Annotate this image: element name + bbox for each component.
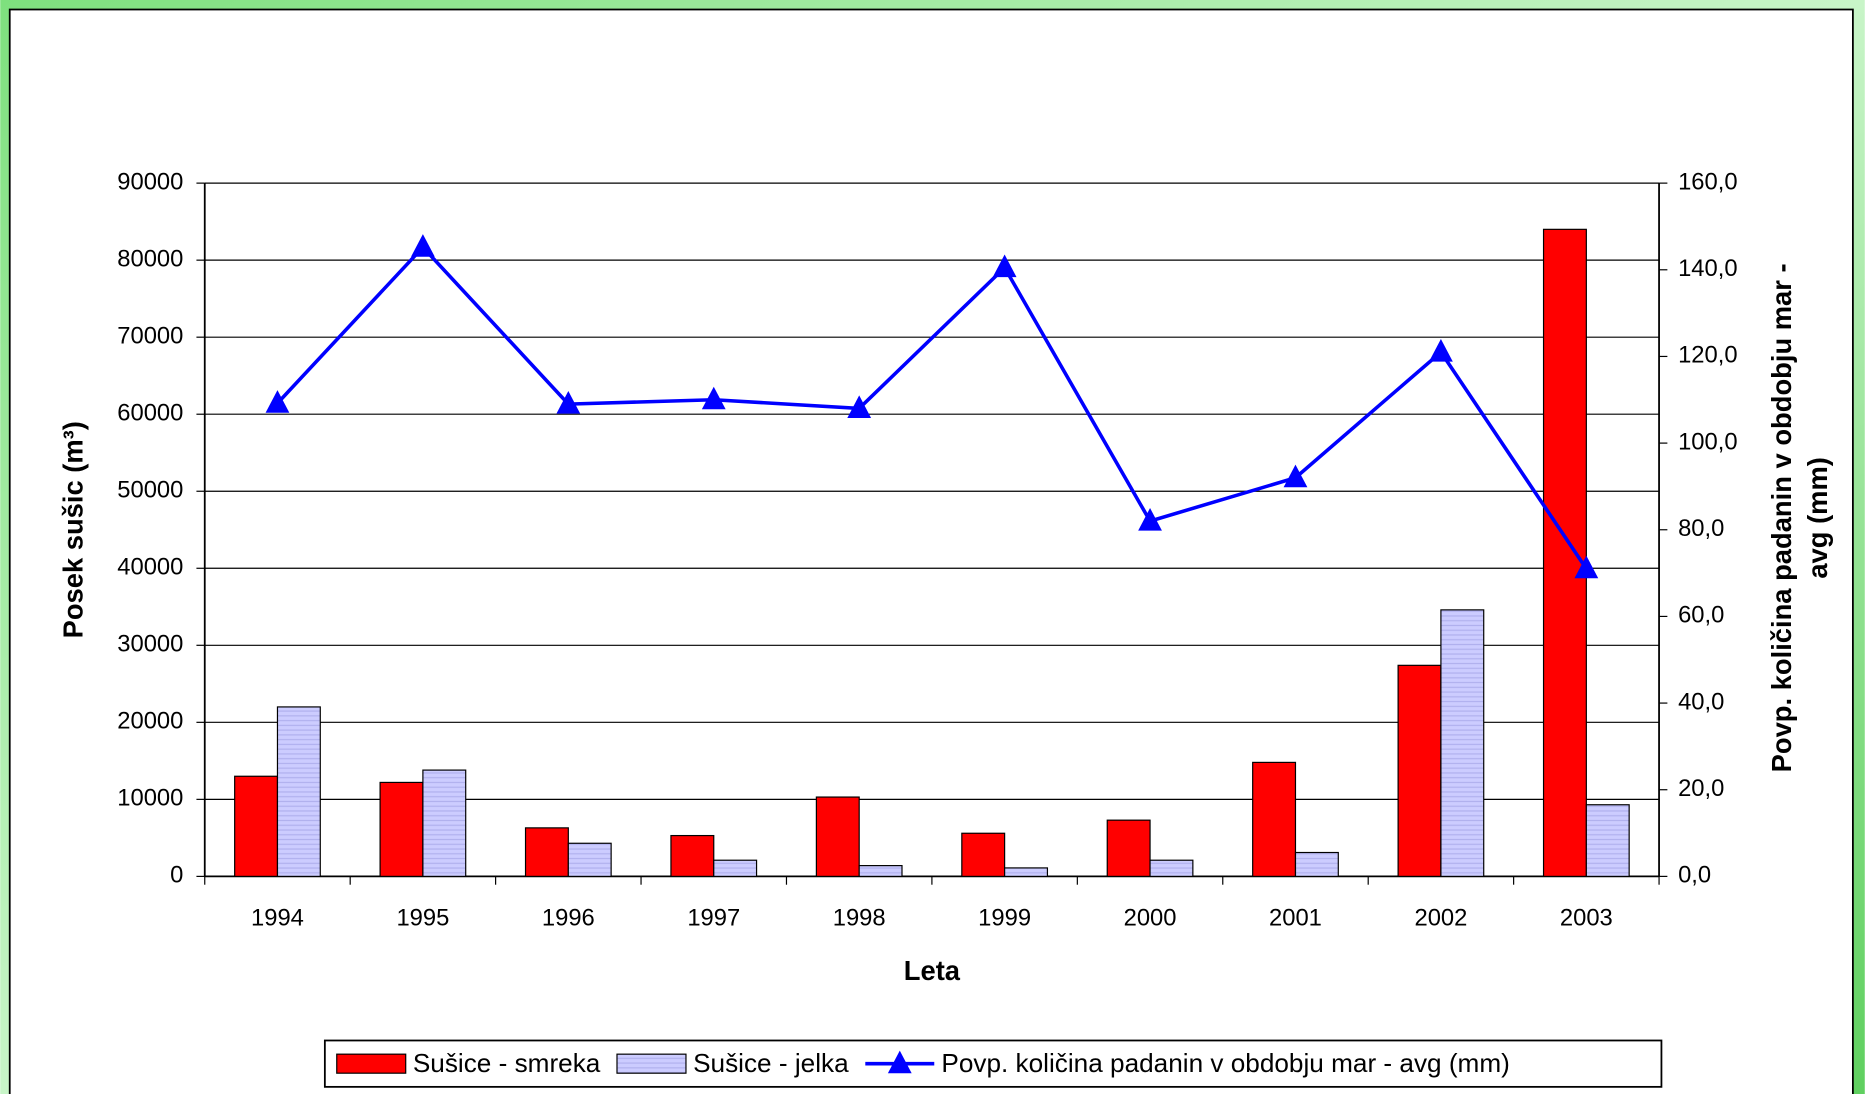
bar bbox=[1585, 804, 1630, 877]
marker bbox=[992, 254, 1017, 278]
plot: 0 10000 20000 30000 40000 50000 60000 70000 8000… bbox=[57, 168, 1833, 1088]
y-tick-label: 70000 bbox=[117, 322, 183, 349]
legend-label: Sušice - jelka bbox=[693, 1048, 849, 1078]
y-tick-label: 40000 bbox=[117, 554, 183, 581]
marker bbox=[847, 395, 872, 418]
x-tick-label: 1994 bbox=[251, 904, 304, 931]
bar bbox=[713, 859, 758, 877]
marker bbox=[265, 390, 290, 413]
x-tick-label: 1998 bbox=[833, 904, 886, 931]
x-tick-label: 2003 bbox=[1560, 904, 1613, 931]
y-tick-label: 80000 bbox=[117, 245, 183, 272]
y-tick-label: 20000 bbox=[117, 708, 183, 735]
legend-box bbox=[323, 1039, 1663, 1088]
y2-axis-title: Povp. količina padanin v obdobju mar - bbox=[1766, 263, 1797, 772]
y2-tick-label: 120,0 bbox=[1678, 342, 1737, 369]
bar bbox=[1106, 819, 1151, 877]
x-tick-label: 1996 bbox=[542, 904, 595, 931]
bar bbox=[379, 781, 424, 877]
legend-swatch bbox=[336, 1053, 407, 1074]
y2-tick-label: 100,0 bbox=[1678, 428, 1737, 455]
marker bbox=[1283, 464, 1308, 488]
marker bbox=[1429, 339, 1453, 362]
bar bbox=[1294, 851, 1339, 877]
bar bbox=[961, 832, 1006, 877]
bar bbox=[1004, 867, 1049, 877]
legend-marker bbox=[887, 1050, 912, 1074]
legend-swatch bbox=[616, 1053, 687, 1074]
bar bbox=[276, 706, 321, 877]
y2-tick-label: 80,0 bbox=[1678, 515, 1724, 542]
bar bbox=[1397, 664, 1442, 877]
bar bbox=[1149, 859, 1194, 877]
marker bbox=[701, 386, 726, 410]
x-tick-label: 2001 bbox=[1269, 904, 1322, 931]
y-tick-label: 90000 bbox=[117, 168, 183, 195]
y2-tick-label: 40,0 bbox=[1678, 688, 1724, 715]
x-axis-title: Leta bbox=[904, 955, 961, 986]
y-axis-title: Posek sušic (m³) bbox=[57, 421, 88, 638]
y2-tick-label: 20,0 bbox=[1678, 775, 1724, 802]
y-tick-label: 10000 bbox=[117, 785, 183, 812]
marker bbox=[411, 234, 435, 257]
y2-tick-label: 160,0 bbox=[1678, 168, 1737, 195]
marker bbox=[556, 391, 581, 414]
x-tick-label: 2000 bbox=[1124, 904, 1177, 931]
y2-axis-title: avg (mm) bbox=[1802, 457, 1833, 579]
bar bbox=[524, 827, 569, 877]
y2-tick-label: 140,0 bbox=[1678, 255, 1737, 282]
y2-tick-label: 0,0 bbox=[1678, 862, 1711, 889]
x-tick-label: 1999 bbox=[978, 904, 1031, 931]
marker bbox=[1138, 508, 1162, 531]
y-tick-label: 0 bbox=[170, 862, 183, 889]
bar bbox=[422, 769, 467, 877]
y-tick-label: 60000 bbox=[117, 399, 183, 426]
line bbox=[276, 244, 1588, 570]
bar bbox=[670, 834, 715, 877]
x-tick-label: 1995 bbox=[396, 904, 449, 931]
legend-label: Povp. količina padanin v obdobju mar - a… bbox=[941, 1048, 1509, 1078]
y-tick-label: 50000 bbox=[117, 477, 183, 504]
marker bbox=[1574, 555, 1599, 579]
bar bbox=[1252, 761, 1297, 877]
bar bbox=[1440, 609, 1485, 877]
y-tick-label: 30000 bbox=[117, 631, 183, 658]
x-tick-label: 1997 bbox=[687, 904, 740, 931]
bar bbox=[815, 796, 860, 877]
bar bbox=[858, 865, 903, 877]
bar bbox=[1542, 228, 1587, 877]
bar bbox=[567, 842, 612, 877]
y2-tick-label: 60,0 bbox=[1678, 602, 1724, 629]
legend-label: Sušice - smreka bbox=[413, 1048, 601, 1078]
x-tick-label: 2002 bbox=[1414, 904, 1467, 931]
bar bbox=[234, 775, 279, 877]
